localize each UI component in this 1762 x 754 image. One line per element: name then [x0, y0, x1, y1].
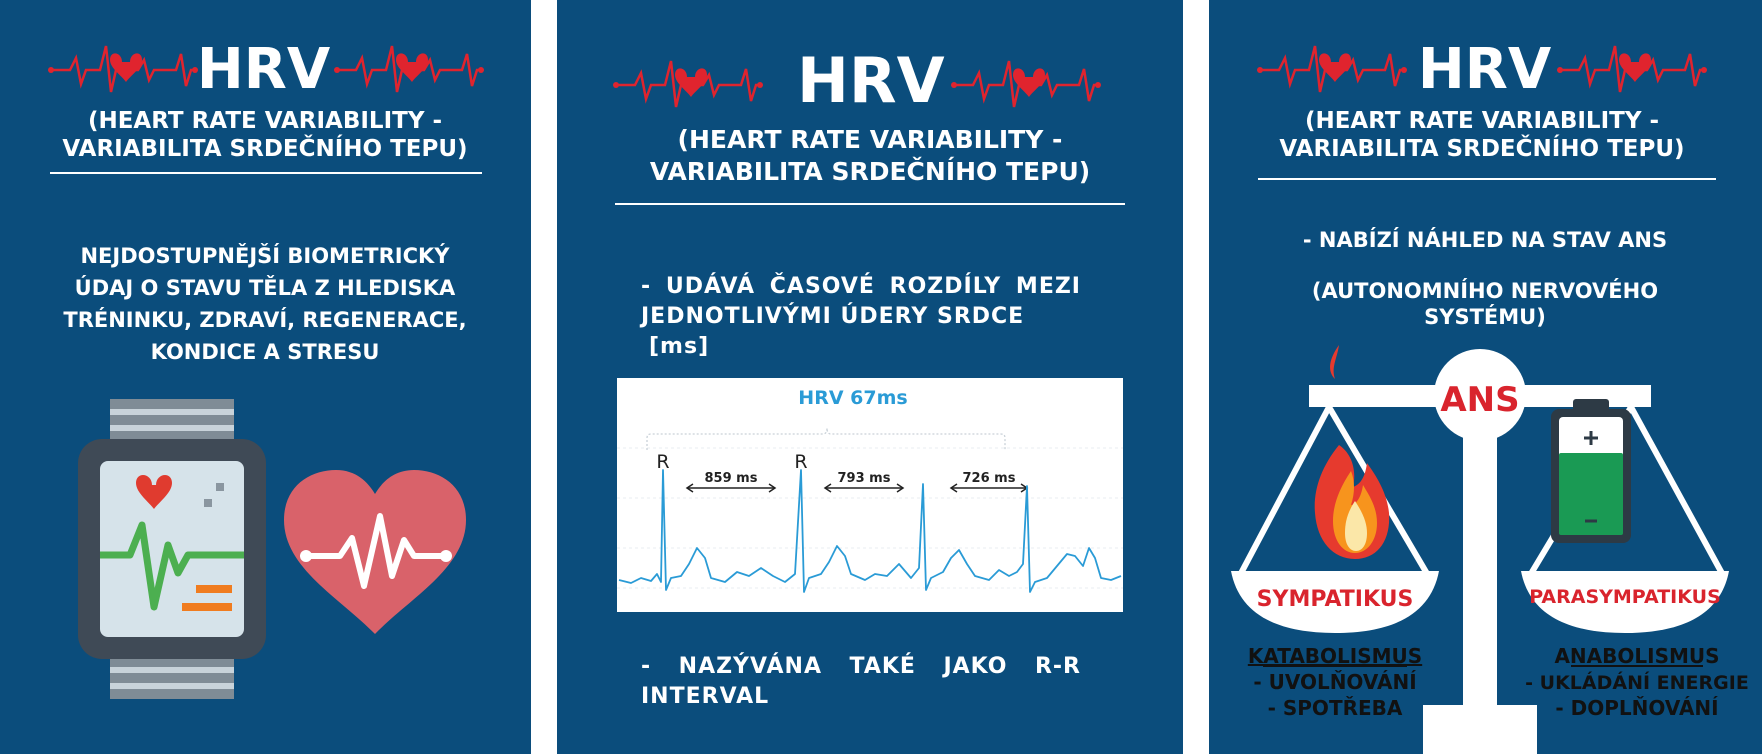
catabolism-heading: KATABOLISMUS [1248, 644, 1422, 668]
subtitle-line-2: VARIABILITA SRDEČNÍHO TEPU) [649, 157, 1091, 186]
heartbeat-left-icon [48, 45, 198, 93]
description-line: - UDÁVÁ ČASOVÉ ROZDÍLY MEZI [641, 274, 1081, 299]
page-title: HRV [1417, 37, 1552, 102]
description-line: JEDNOTLIVÝMI ÚDERY SRDCE [641, 304, 1025, 329]
description-line: KONDICE A STRESU [150, 340, 380, 364]
r-peak-label: R [794, 451, 807, 473]
ecg-diagram: HRV 67ms R R 859 ms 793 ms 726 ms [617, 378, 1123, 612]
heartbeat-left-icon [1257, 45, 1407, 93]
description-line: ÚDAJ O STAVU TĚLA Z HLEDISKA [74, 276, 456, 300]
interval-label: 859 ms [705, 471, 758, 486]
heartbeat-right-icon [1557, 45, 1707, 93]
description-line: INTERVAL [641, 684, 770, 709]
subtitle-line-1: (HEART RATE VARIABILITY - [87, 108, 443, 134]
catabolism-item: - SPOTŘEBA [1268, 696, 1403, 720]
description-line: [ms] [649, 334, 710, 359]
sympathetic-label: SYMPATIKUS [1257, 587, 1414, 612]
heartbeat-left-icon [613, 60, 763, 108]
parasympathetic-label: PARASYMPATIKUS [1529, 586, 1721, 608]
heartbeat-right-icon [951, 60, 1101, 108]
description-line: (AUTONOMNÍHO NERVOVÉHO [1311, 279, 1659, 303]
interval-label: 793 ms [838, 471, 891, 486]
smartwatch-icon [78, 399, 266, 699]
description-2: - NAZÝVÁNA TAKÉ JAKO R-R INTERVAL [641, 652, 1081, 712]
subtitle-line-2: VARIABILITA SRDEČNÍHO TEPU) [1279, 136, 1685, 162]
panel-rr-interval: HRV (HEART RATE VARIABILITY - VARIABILIT… [557, 0, 1183, 754]
subtitle-line-2: VARIABILITA SRDEČNÍHO TEPU) [62, 136, 468, 162]
description: (AUTONOMNÍHO NERVOVÉHO SYSTÉMU) [1229, 278, 1741, 330]
ans-label: ANS [1440, 380, 1519, 420]
description-line: - NAZÝVÁNA TAKÉ JAKO R-R [641, 654, 1081, 679]
description-line: TRÉNINKU, ZDRAVÍ, REGENERACE, [63, 308, 467, 332]
interval-label: 726 ms [963, 471, 1016, 486]
description-1: - UDÁVÁ ČASOVÉ ROZDÍLY MEZI JEDNOTLIVÝMI… [641, 272, 1081, 362]
panel-smartwatch: HRV (HEART RATE VARIABILITY - VARIABILIT… [0, 0, 531, 754]
divider [615, 203, 1125, 205]
panel-ans-balance: HRV (HEART RATE VARIABILITY - VARIABILIT… [1209, 0, 1762, 754]
description-line: - NABÍZÍ NÁHLED NA STAV ANS [1302, 228, 1668, 252]
anabolism-item: - DOPLŇOVÁNÍ [1555, 696, 1718, 720]
description-line: SYSTÉMU) [1424, 305, 1546, 329]
catabolism-item: - UVOLŇOVÁNÍ [1253, 670, 1416, 694]
ecg-trace [618, 469, 1122, 593]
hrv-value-label: HRV 67ms [798, 387, 907, 409]
divider [1258, 178, 1716, 180]
subtitle-line-1: (HEART RATE VARIABILITY - [1304, 108, 1660, 134]
anabolism-heading: ANABOLISMUS [1554, 644, 1719, 668]
page-title: HRV [196, 37, 331, 102]
heartbeat-right-icon [334, 45, 484, 93]
divider [50, 172, 482, 174]
anabolism-item: - UKLÁDÁNÍ ENERGIE [1525, 671, 1749, 694]
heart-rate-icon [284, 470, 466, 634]
balance-scale-icon: ANS SYMPATIKUS PARASYMPATIKUS KATABOLISM… [1231, 345, 1749, 754]
r-peak-label: R [656, 451, 669, 473]
subtitle-line-1: (HEART RATE VARIABILITY - [677, 125, 1063, 154]
description: NEJDOSTUPNĚJŠÍ BIOMETRICKÝ ÚDAJ O STAVU … [30, 240, 500, 368]
page-title: HRV [797, 44, 945, 117]
description-line: NEJDOSTUPNĚJŠÍ BIOMETRICKÝ [80, 244, 450, 268]
